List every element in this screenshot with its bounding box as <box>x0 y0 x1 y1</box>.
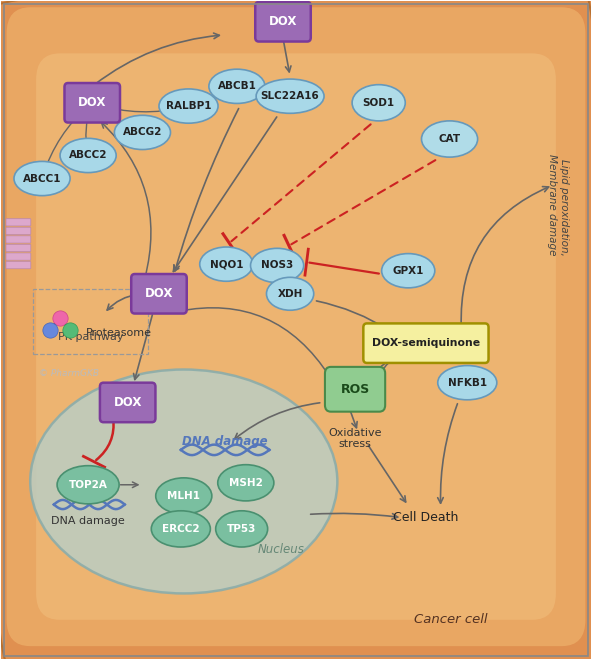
FancyBboxPatch shape <box>7 7 585 646</box>
Text: ABCC1: ABCC1 <box>22 174 62 183</box>
FancyBboxPatch shape <box>6 261 31 269</box>
Ellipse shape <box>60 139 116 173</box>
FancyBboxPatch shape <box>255 2 311 42</box>
FancyBboxPatch shape <box>100 383 156 422</box>
Text: MLH1: MLH1 <box>168 491 200 501</box>
Ellipse shape <box>218 465 274 501</box>
Ellipse shape <box>266 277 314 310</box>
Text: Oxidative
stress: Oxidative stress <box>329 428 382 449</box>
Text: ABCG2: ABCG2 <box>123 127 162 137</box>
FancyBboxPatch shape <box>6 253 31 260</box>
FancyBboxPatch shape <box>6 236 31 243</box>
Text: Lipid peroxidation,
Membrane damage: Lipid peroxidation, Membrane damage <box>547 154 569 255</box>
Ellipse shape <box>437 366 497 400</box>
Text: ABCB1: ABCB1 <box>217 81 256 91</box>
Text: DOX: DOX <box>269 15 297 28</box>
Ellipse shape <box>57 466 119 504</box>
Text: Cell Death: Cell Death <box>393 512 459 524</box>
Text: Cancer cell: Cancer cell <box>414 613 488 626</box>
Text: SOD1: SOD1 <box>363 98 395 108</box>
Text: ERCC2: ERCC2 <box>162 524 200 534</box>
Ellipse shape <box>382 253 435 288</box>
Ellipse shape <box>256 79 324 114</box>
Ellipse shape <box>200 247 253 281</box>
Ellipse shape <box>215 511 268 547</box>
Text: TOP2A: TOP2A <box>69 480 108 490</box>
Text: GPX1: GPX1 <box>392 266 424 276</box>
Text: NOS3: NOS3 <box>261 261 293 271</box>
Text: ROS: ROS <box>340 383 369 396</box>
FancyBboxPatch shape <box>131 274 186 314</box>
Text: DOX: DOX <box>114 396 142 409</box>
Text: DNA damage: DNA damage <box>52 516 125 526</box>
Text: RALBP1: RALBP1 <box>166 101 211 111</box>
FancyBboxPatch shape <box>6 227 31 234</box>
Ellipse shape <box>209 69 265 104</box>
Text: DOX-semiquinone: DOX-semiquinone <box>372 338 480 348</box>
Text: CAT: CAT <box>439 134 461 144</box>
Ellipse shape <box>114 115 170 150</box>
Text: TP53: TP53 <box>227 524 256 534</box>
Text: DNA damage: DNA damage <box>182 436 268 448</box>
Text: NQO1: NQO1 <box>210 259 243 269</box>
Text: NFKB1: NFKB1 <box>448 378 487 387</box>
Text: DOX: DOX <box>78 96 107 110</box>
FancyBboxPatch shape <box>363 323 488 363</box>
FancyBboxPatch shape <box>6 244 31 251</box>
Text: © PharmGKB: © PharmGKB <box>39 369 99 378</box>
Ellipse shape <box>159 89 218 123</box>
Text: XDH: XDH <box>278 289 303 299</box>
Ellipse shape <box>14 162 70 195</box>
Text: Proteasome: Proteasome <box>86 328 152 339</box>
Text: MSH2: MSH2 <box>229 478 263 488</box>
Ellipse shape <box>152 511 210 547</box>
FancyBboxPatch shape <box>325 367 385 412</box>
Text: SLC22A16: SLC22A16 <box>260 91 320 101</box>
Ellipse shape <box>250 248 304 282</box>
FancyBboxPatch shape <box>65 83 120 123</box>
Ellipse shape <box>352 84 406 121</box>
Ellipse shape <box>156 478 212 514</box>
Text: ABCC2: ABCC2 <box>69 150 107 160</box>
Text: PK pathway: PK pathway <box>57 331 123 342</box>
Text: DOX: DOX <box>145 287 173 300</box>
Ellipse shape <box>30 370 337 593</box>
FancyBboxPatch shape <box>6 218 31 226</box>
FancyBboxPatch shape <box>36 53 556 620</box>
Ellipse shape <box>422 121 478 157</box>
Text: Nucleus: Nucleus <box>258 543 305 556</box>
